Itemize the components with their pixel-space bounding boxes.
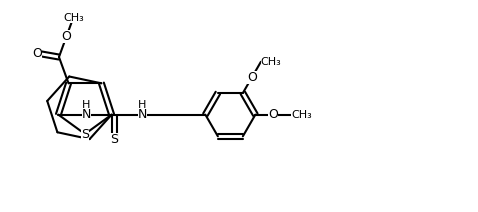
Text: O: O <box>269 108 278 121</box>
Text: CH₃: CH₃ <box>292 110 312 120</box>
Text: S: S <box>110 133 119 146</box>
Text: O: O <box>247 71 257 84</box>
Text: CH₃: CH₃ <box>261 57 282 67</box>
Text: CH₃: CH₃ <box>63 13 84 22</box>
Text: N: N <box>82 108 91 121</box>
Text: S: S <box>81 127 89 141</box>
Text: H: H <box>138 100 147 110</box>
Text: O: O <box>62 30 71 43</box>
Text: N: N <box>138 108 147 121</box>
Text: O: O <box>33 47 42 60</box>
Text: H: H <box>82 100 90 110</box>
